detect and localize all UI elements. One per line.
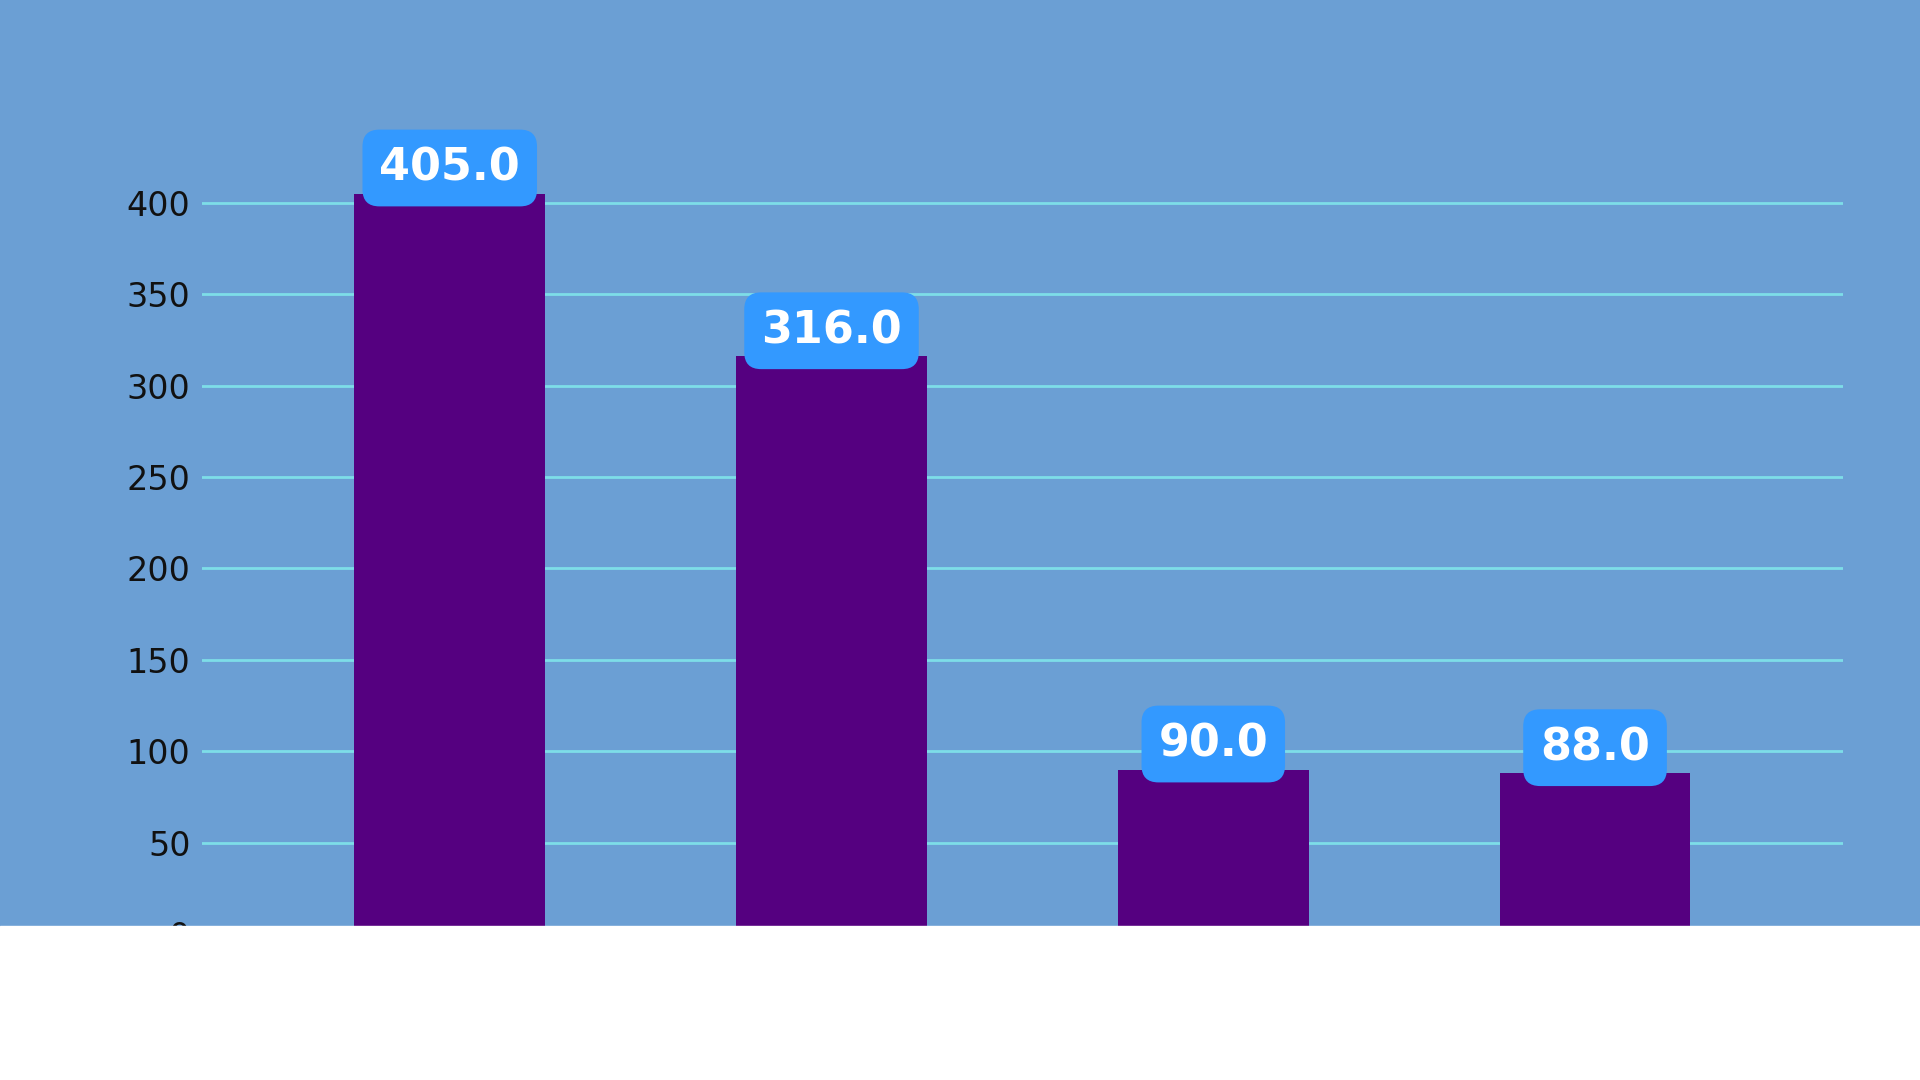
- Text: WETTEST VS DRIEST: WETTEST VS DRIEST: [1286, 1000, 1862, 1048]
- Bar: [1117, 770, 1309, 934]
- Bar: [1500, 773, 1690, 934]
- Text: 88.0: 88.0: [1540, 726, 1649, 770]
- Bar: [735, 356, 927, 934]
- Polygon shape: [1175, 750, 1252, 765]
- Bar: [355, 193, 545, 934]
- Text: 405.0: 405.0: [380, 147, 520, 191]
- Text: 90.0: 90.0: [1158, 723, 1267, 767]
- Polygon shape: [411, 174, 488, 188]
- Text: 316.0: 316.0: [760, 309, 902, 353]
- Polygon shape: [1557, 753, 1634, 768]
- Polygon shape: [793, 336, 870, 351]
